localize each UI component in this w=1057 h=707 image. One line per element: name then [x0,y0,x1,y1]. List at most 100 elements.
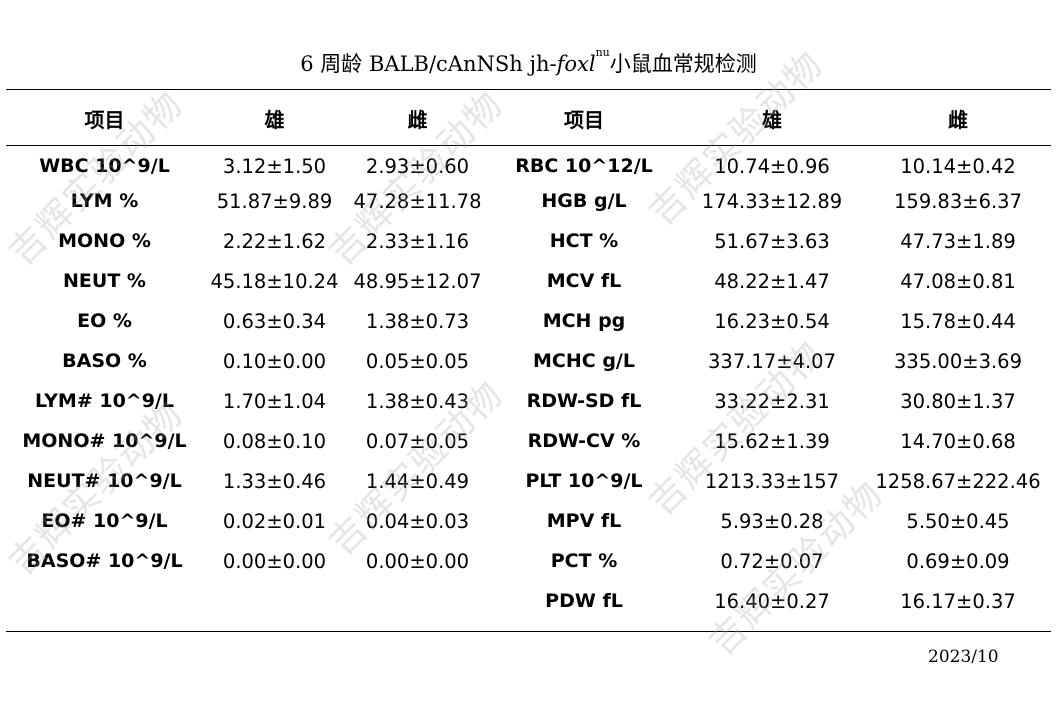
table-row: BASO# 10^9/L 0.00±0.00 0.00±0.00 PCT % 0.72±… [6,541,1051,581]
table-row: EO % 0.63±0.34 1.38±0.73 MCH pg 16.23±0.54 15… [6,301,1051,341]
cell-female-right: 10.14±0.42 [900,154,1016,178]
cell-item-right: MCH pg [542,310,626,332]
cell-male-left: 0.02±0.01 [222,509,327,533]
table-row: BASO % 0.10±0.00 0.05±0.05 MCHC g/L 337.17±4… [6,341,1051,381]
cell-male-right: 48.22±1.47 [714,269,830,293]
cell-item-right: MCV fL [546,270,622,292]
cell-item-left: BASO# 10^9/L [26,550,183,572]
table-header-rule [6,145,1051,146]
cell-female-right: 0.69±0.09 [906,549,1010,573]
cell-male-left: 3.12±1.50 [222,154,327,178]
header-female-left: 雌 [407,107,428,132]
cell-female-right: 159.83±6.37 [894,189,1022,213]
cell-male-right: 16.23±0.54 [714,309,830,333]
title-superscript: nu [595,46,610,59]
title-gene: foxl [556,52,596,76]
table-row: MONO % 2.22±1.62 2.33±1.16 HCT % 51.67±3.63 4… [6,221,1051,261]
cell-male-left: 45.18±10.24 [210,269,339,293]
cell-item-right: RBC 10^12/L [515,155,653,177]
cell-male-right: 0.72±0.07 [720,549,824,573]
cell-male-left: 1.70±1.04 [222,389,327,413]
cell-item-left: EO % [77,310,132,332]
cell-male-left: 0.10±0.00 [222,349,327,373]
cell-female-right: 16.17±0.37 [900,589,1016,613]
cell-item-right: HCT % [549,230,619,252]
cell-item-left: LYM# 10^9/L [35,390,174,412]
cell-item-right: RDW-CV % [527,430,641,452]
cell-female-right: 47.73±1.89 [900,229,1016,253]
cell-female-left: 0.05±0.05 [365,349,470,373]
table-row: LYM# 10^9/L 1.70±1.04 1.38±0.43 RDW-SD fL 33… [6,381,1051,421]
header-male-left: 雄 [264,107,285,132]
cell-male-right: 16.40±0.27 [714,589,830,613]
cell-male-left: 0.00±0.00 [222,549,327,573]
cell-female-right: 5.50±0.45 [906,509,1010,533]
cell-item-left: MONO# 10^9/L [22,430,187,452]
table-row: PDW fL 16.40±0.27 16.17±0.37 [6,581,1051,621]
cell-male-left: 0.63±0.34 [222,309,327,333]
cell-item-left: NEUT# 10^9/L [27,470,182,492]
cell-male-right: 337.17±4.07 [708,349,836,373]
table-row: MONO# 10^9/L 0.08±0.10 0.07±0.05 RDW-CV % 15… [6,421,1051,461]
cell-female-left [346,581,489,621]
cell-male-left: 1.33±0.46 [222,469,327,493]
page-title: 6 周龄 BALB/cAnNSh jh-foxlnu小鼠血常规检测 [0,46,1057,78]
cell-female-left: 0.07±0.05 [365,429,470,453]
cell-item-right: RDW-SD fL [526,390,642,412]
cell-item-left: NEUT % [63,270,146,292]
report-date: 2023/10 [928,647,999,667]
cell-item-left: LYM % [70,190,139,212]
header-item-right: 项目 [564,107,604,132]
table-row: LYM % 51.87±9.89 47.28±11.78 HGB g/L 174.33±… [6,181,1051,221]
table-row: NEUT % 45.18±10.24 48.95±12.07 MCV fL 48.22±… [6,261,1051,301]
title-prefix: 6 周龄 BALB/cAnNSh jh- [300,52,557,76]
table-top-rule [6,89,1051,90]
cell-female-left: 48.95±12.07 [353,269,482,293]
cell-female-left: 0.00±0.00 [365,549,470,573]
cell-female-right: 1258.67±222.46 [875,469,1041,493]
cell-item-left [6,581,203,621]
cell-male-right: 15.62±1.39 [714,429,830,453]
table-row: NEUT# 10^9/L 1.33±0.46 1.44±0.49 PLT 10^9/L… [6,461,1051,501]
cell-male-left: 0.08±0.10 [222,429,327,453]
cell-item-right: PDW fL [545,590,623,612]
table-row: WBC 10^9/L 3.12±1.50 2.93±0.60 RBC 10^12/L 1… [6,141,1051,181]
cell-male-right: 5.93±0.28 [720,509,824,533]
cell-item-left: BASO % [62,350,147,372]
cell-female-left: 47.28±11.78 [353,189,482,213]
cell-item-right: PCT % [550,550,618,572]
table-row: EO# 10^9/L 0.02±0.01 0.04±0.03 MPV fL 5.93±0… [6,501,1051,541]
cell-item-left: MONO % [58,230,151,252]
cell-male-left: 51.87±9.89 [216,189,333,213]
header-item-left: 项目 [84,107,125,132]
cell-male-right: 33.22±2.31 [714,389,830,413]
cell-female-left: 0.04±0.03 [365,509,470,533]
cell-female-left: 1.38±0.43 [365,389,470,413]
cell-male-right: 1213.33±157 [704,469,840,493]
cell-female-right: 47.08±0.81 [900,269,1016,293]
cell-female-right: 335.00±3.69 [894,349,1022,373]
cell-item-right: HGB g/L [541,190,627,212]
header-female-right: 雌 [948,107,968,132]
cell-female-right: 15.78±0.44 [900,309,1016,333]
cell-female-left: 1.38±0.73 [365,309,470,333]
header-row: 项目 雄 雌 项目 雄 雌 [6,95,1051,141]
blood-routine-table: 项目 雄 雌 项目 雄 雌 WBC 10^9/L 3.12±1.50 2.93±0.… [6,95,1051,621]
cell-female-left: 1.44±0.49 [365,469,470,493]
cell-item-right: MCHC g/L [533,350,635,372]
table-bottom-rule [6,631,1051,632]
cell-male-right: 51.67±3.63 [714,229,830,253]
cell-male-right: 10.74±0.96 [714,154,830,178]
header-male-right: 雄 [762,107,782,132]
title-suffix: 小鼠血常规检测 [609,52,757,76]
cell-male-left [203,581,346,621]
cell-female-left: 2.93±0.60 [365,154,470,178]
cell-item-right: MPV fL [546,510,622,532]
cell-item-left: WBC 10^9/L [39,155,170,177]
cell-female-right: 14.70±0.68 [900,429,1016,453]
cell-male-left: 2.22±1.62 [222,229,327,253]
cell-item-left: EO# 10^9/L [41,510,168,532]
cell-female-left: 2.33±1.16 [365,229,470,253]
cell-female-right: 30.80±1.37 [900,389,1016,413]
cell-item-right: PLT 10^9/L [525,470,643,492]
